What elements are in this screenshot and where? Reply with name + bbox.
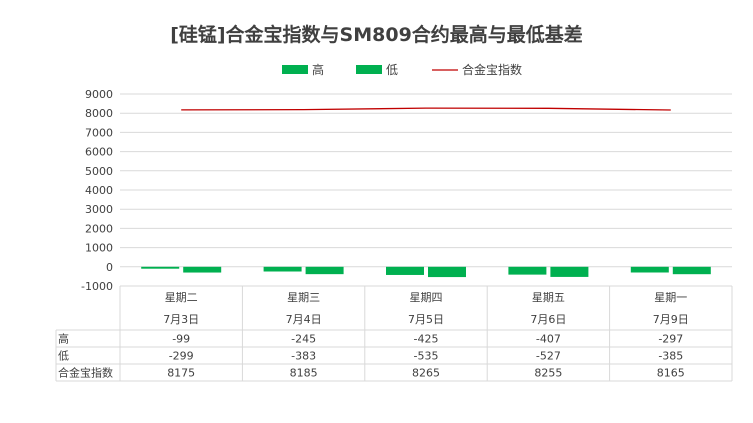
table-cell-value: -245 (291, 333, 316, 346)
y-tick-label: 1000 (85, 242, 113, 255)
y-tick-label: 4000 (85, 184, 113, 197)
table-cell-value: 8175 (167, 367, 195, 380)
y-tick-label: 8000 (85, 107, 113, 120)
category-date: 7月3日 (163, 313, 199, 326)
y-tick-label: 5000 (85, 165, 113, 178)
bar-high (263, 266, 302, 272)
table-cell-value: -297 (658, 333, 683, 346)
bar-high (386, 266, 424, 275)
table-cell-value: 8265 (412, 367, 440, 380)
category-date: 7月4日 (286, 313, 322, 326)
category-weekday: 星期二 (165, 291, 198, 304)
table-cell-value: -425 (414, 333, 439, 346)
bar-low (428, 266, 466, 278)
legend-swatch-low (356, 65, 382, 74)
y-tick-label: -1000 (81, 280, 113, 293)
bar-low (305, 266, 344, 275)
y-tick-label: 3000 (85, 203, 113, 216)
table-cell-value: -299 (169, 350, 194, 363)
bar-low (550, 266, 589, 277)
bar-high (630, 266, 669, 273)
y-tick-label: 2000 (85, 222, 113, 235)
legend-label-index: 合金宝指数 (462, 62, 522, 77)
legend-label-low: 低 (386, 63, 398, 77)
table-cell-value: -527 (536, 350, 561, 363)
category-weekday: 星期一 (654, 291, 687, 304)
bar-low (672, 266, 711, 275)
table-cell-value: -407 (536, 333, 561, 346)
table-cell-value: -535 (414, 350, 439, 363)
category-date: 7月6日 (530, 313, 566, 326)
bar-low (183, 266, 222, 273)
table-cell-value: 8185 (290, 367, 318, 380)
y-tick-label: 9000 (85, 88, 113, 101)
table-cell-value: -99 (172, 333, 190, 346)
legend-swatch-high (282, 65, 308, 74)
table-row-label: 高 (58, 332, 69, 346)
table-cell-value: 8165 (657, 367, 685, 380)
y-tick-label: 6000 (85, 146, 113, 159)
chart-title: [硅锰]合金宝指数与SM809合约最高与最低基差 (170, 24, 583, 46)
category-weekday: 星期五 (532, 291, 565, 304)
bar-high (141, 266, 180, 269)
table-cell-value: -383 (291, 350, 316, 363)
line-index-series (181, 107, 671, 111)
category-date: 7月5日 (408, 313, 444, 326)
table-cell-value: 8255 (534, 367, 562, 380)
table-cell-value: -385 (658, 350, 683, 363)
category-date: 7月9日 (653, 313, 689, 326)
y-tick-label: 0 (106, 261, 113, 274)
bar-high (508, 266, 547, 275)
y-tick-label: 7000 (85, 126, 113, 139)
legend-label-high: 高 (312, 62, 324, 77)
category-weekday: 星期四 (410, 291, 443, 304)
table-row-label: 合金宝指数 (58, 366, 113, 380)
table-row-label: 低 (58, 350, 69, 363)
category-weekday: 星期三 (287, 291, 320, 304)
